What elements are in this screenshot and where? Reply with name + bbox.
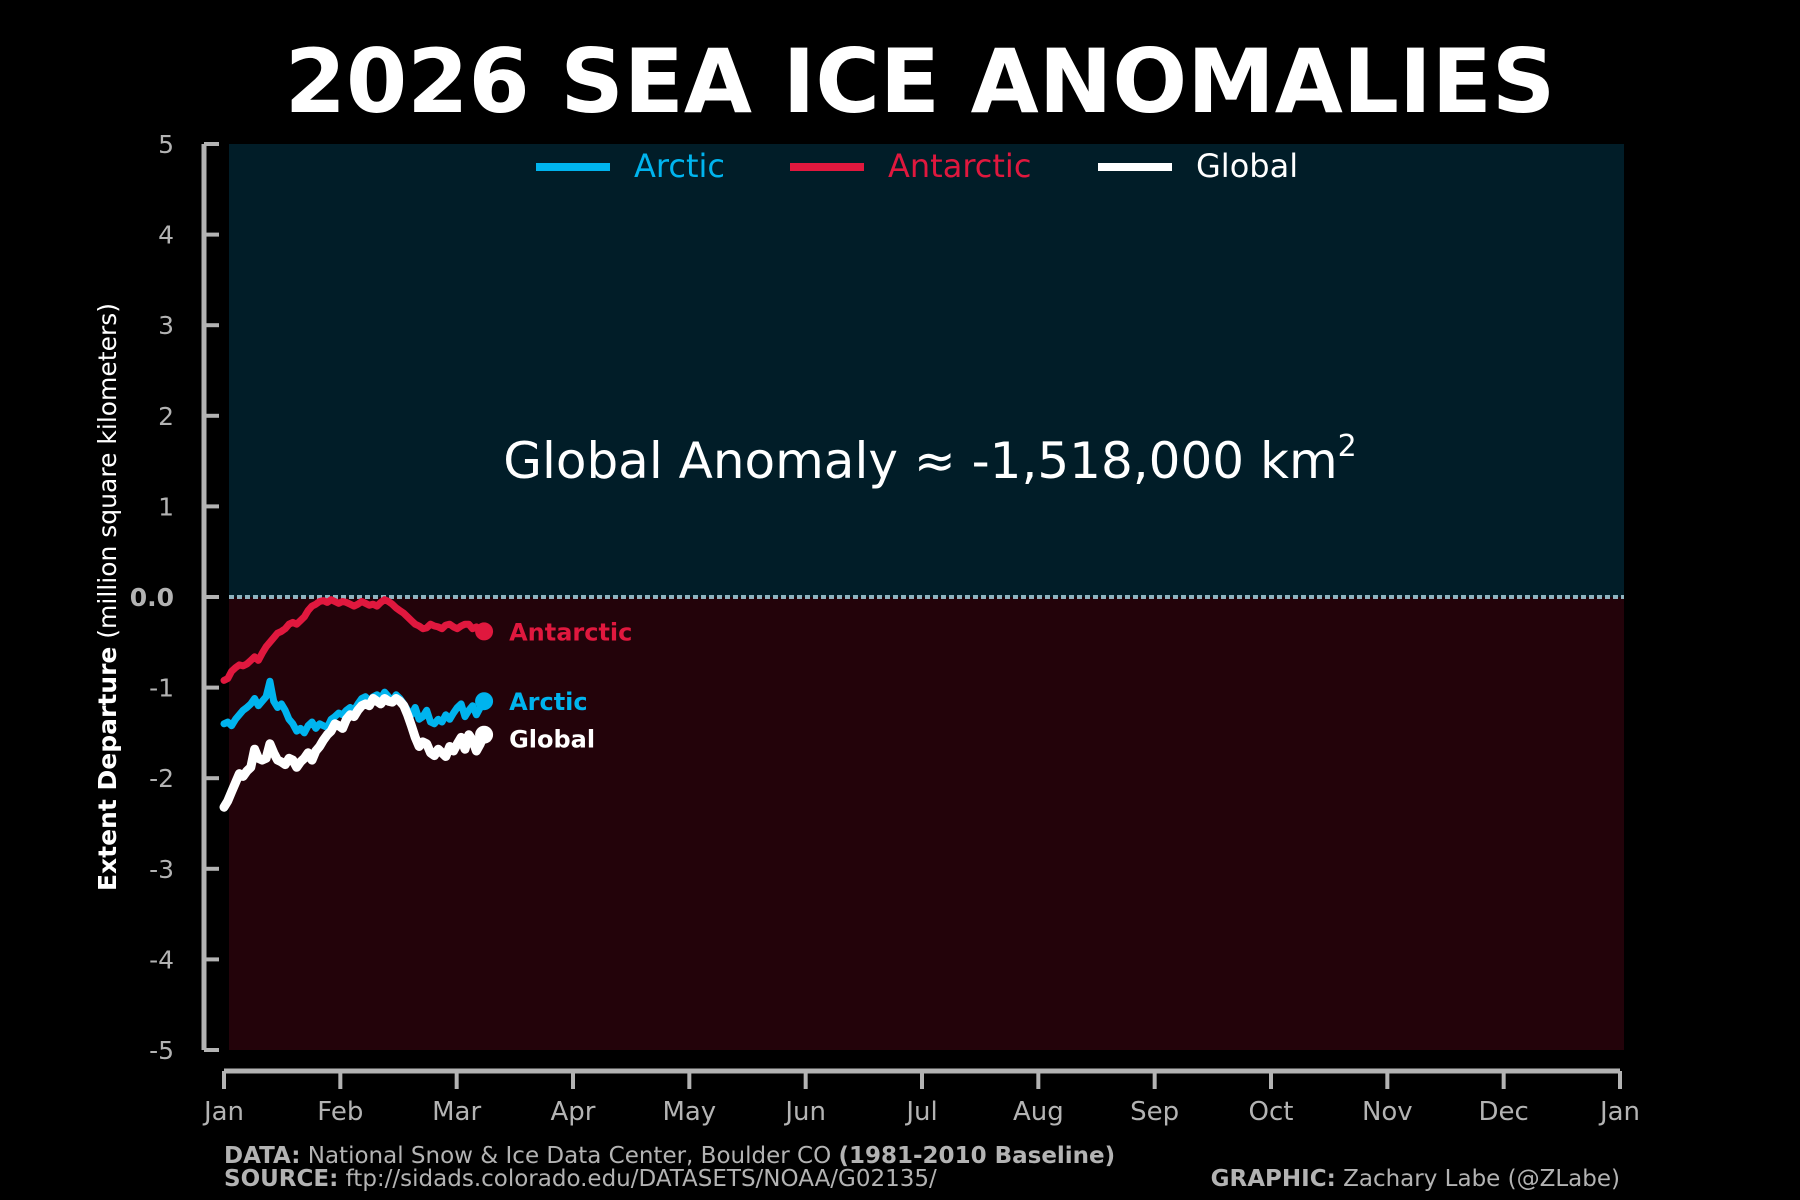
x-tick-label: May <box>662 1097 716 1127</box>
footer-graphic-text: Zachary Labe (@ZLabe) <box>1343 1166 1620 1192</box>
arctic-end-marker <box>475 692 494 711</box>
y-tick-label: -4 <box>149 945 174 974</box>
antarctic-end-marker <box>475 622 494 641</box>
x-tick-label: Nov <box>1362 1097 1413 1127</box>
annotation-superscript: 2 <box>1338 429 1357 464</box>
x-tick-label: Jan <box>1598 1097 1640 1127</box>
footer-baseline: (1981-2010 Baseline) <box>838 1143 1115 1169</box>
x-axis: Jan Feb Mar Apr May Jun Jul Aug Sep Oct Nov Dec Jan <box>202 1068 1640 1127</box>
legend-label-antarctic: Antarctic <box>888 147 1031 185</box>
y-tick-label: -2 <box>149 764 174 793</box>
y-tick-label: -5 <box>149 1036 174 1065</box>
global-anomaly-annotation: Global Anomaly ≈ -1,518,000 km2 <box>503 429 1357 490</box>
global-end-label: Global <box>509 726 595 754</box>
x-tick-label: Jan <box>202 1097 244 1127</box>
x-tick-label: Oct <box>1249 1097 1294 1127</box>
x-tick-label: Apr <box>551 1097 596 1127</box>
y-tick-label: 0.0 <box>130 583 174 612</box>
y-axis: 5 4 3 2 1 0.0 -1 -2 -3 -4 -5 <box>130 130 219 1065</box>
y-axis-label-bold: Extent Departure <box>93 647 122 891</box>
legend: Arctic Antarctic Global <box>536 147 1298 185</box>
x-tick-label: Jul <box>904 1097 937 1127</box>
negative-anomaly-band <box>229 597 1624 1050</box>
x-tick-label: Feb <box>317 1097 363 1127</box>
legend-label-arctic: Arctic <box>634 147 725 185</box>
footer-data-line: DATA: National Snow & Ice Data Center, B… <box>224 1143 1115 1169</box>
x-tick-label: Mar <box>432 1097 481 1127</box>
y-tick-label: 2 <box>158 402 174 431</box>
chart-title: 2026 SEA ICE ANOMALIES <box>285 30 1555 133</box>
x-tick-label: Aug <box>1013 1097 1064 1127</box>
positive-anomaly-band <box>229 144 1624 597</box>
y-tick-label: -3 <box>149 855 174 884</box>
antarctic-series-line <box>220 596 488 684</box>
y-tick-label: -1 <box>149 674 174 703</box>
x-tick-label: Jun <box>783 1097 826 1127</box>
footer-graphic-line: GRAPHIC: Zachary Labe (@ZLabe) <box>1211 1166 1620 1192</box>
antarctic-end-label: Antarctic <box>509 618 632 646</box>
footer-source-line: SOURCE: ftp://sidads.colorado.edu/DATASE… <box>224 1166 937 1192</box>
footer-source-label: SOURCE: <box>224 1166 338 1192</box>
y-tick-label: 5 <box>158 130 174 159</box>
x-tick-label: Dec <box>1479 1097 1529 1127</box>
annotation-text: Global Anomaly ≈ -1,518,000 km <box>503 432 1337 490</box>
footer-graphic-label: GRAPHIC: <box>1211 1166 1336 1192</box>
global-series-line <box>219 694 489 812</box>
footer-source-text: ftp://sidads.colorado.edu/DATASETS/NOAA/… <box>346 1166 937 1192</box>
y-tick-label: 1 <box>158 492 174 521</box>
legend-label-global: Global <box>1196 147 1298 185</box>
footer-data-text: National Snow & Ice Data Center, Boulder… <box>308 1143 831 1169</box>
y-axis-label-rest: (million square kilometers) <box>93 303 122 647</box>
y-tick-label: 3 <box>158 311 174 340</box>
x-tick-label: Sep <box>1130 1097 1179 1127</box>
series-lines: Arctic Antarctic Global <box>219 596 632 812</box>
global-end-marker <box>475 725 494 744</box>
footer: DATA: National Snow & Ice Data Center, B… <box>224 1143 1620 1192</box>
footer-data-label: DATA: <box>224 1143 300 1169</box>
y-tick-label: 4 <box>158 221 174 250</box>
arctic-end-label: Arctic <box>509 688 588 716</box>
y-axis-label: Extent Departure (million square kilomet… <box>93 303 122 891</box>
